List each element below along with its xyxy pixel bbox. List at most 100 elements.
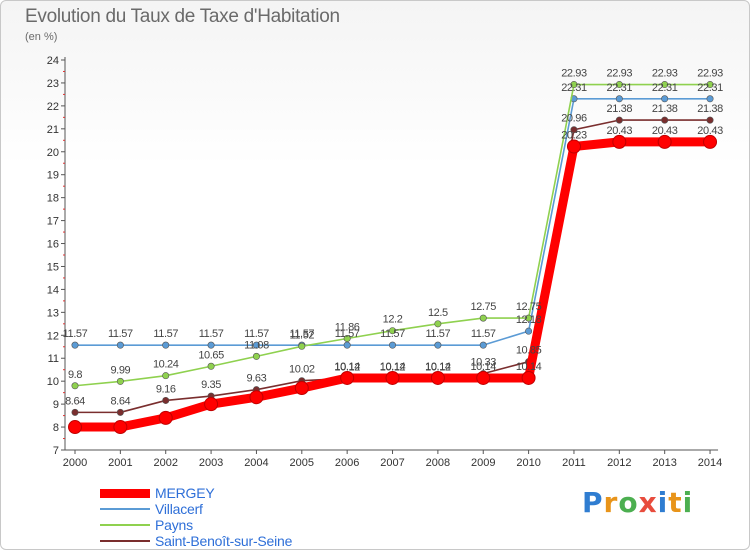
data-label-saint-beno-t-sur-seine: 10.12	[380, 361, 406, 373]
data-label-saint-beno-t-sur-seine: 8.64	[65, 395, 85, 407]
logo-letter: t	[668, 486, 683, 519]
data-point-villacerf	[434, 341, 442, 349]
y-tick-label: 16	[47, 239, 59, 251]
data-point-mergey	[566, 139, 581, 154]
data-label-mergey: 20.43	[652, 125, 678, 137]
data-label-payns: 11.08	[244, 339, 269, 351]
data-point-payns	[252, 352, 260, 360]
data-point-mergey	[703, 134, 718, 149]
data-point-payns	[661, 81, 669, 89]
legend-label: Saint-Benoît-sur-Seine	[155, 533, 293, 549]
proxiti-logo[interactable]: Proxiti	[582, 486, 693, 519]
data-point-payns	[343, 335, 351, 343]
logo-letter: o	[618, 486, 639, 519]
legend-swatch	[100, 540, 150, 542]
series-layer	[68, 81, 718, 435]
data-point-villacerf	[252, 341, 260, 349]
legend-label: MERGEY	[155, 485, 215, 501]
y-tick-label: 13	[47, 307, 59, 319]
logo-letter: x	[638, 486, 658, 519]
data-point-villacerf	[343, 341, 351, 349]
logo-letter: i	[657, 486, 669, 519]
legend-swatch	[100, 508, 150, 510]
data-point-mergey	[249, 390, 264, 405]
y-tick-label: 21	[47, 124, 59, 136]
data-label-mergey: 10.14	[516, 361, 542, 373]
y-tick-label: 22	[47, 101, 59, 113]
x-tick-label: 2006	[335, 457, 359, 469]
data-label-saint-beno-t-sur-seine: 8.64	[110, 395, 130, 407]
logo-letter: i	[682, 486, 694, 519]
y-tick-label: 24	[47, 55, 59, 67]
x-tick-label: 2011	[562, 457, 586, 469]
data-labels: 10.14 10.14 10.14 10.14 10.14 20.23 20.43 20.43…	[63, 68, 724, 408]
data-label-payns: 10.24	[153, 359, 179, 371]
x-tick-label: 2001	[108, 457, 132, 469]
data-label-payns: 12.2	[383, 314, 403, 326]
y-tick-label: 14	[47, 284, 59, 296]
data-point-mergey	[113, 420, 128, 435]
data-label-villacerf: 11.57	[426, 328, 451, 340]
x-tick-label: 2003	[199, 457, 223, 469]
data-label-saint-beno-t-sur-seine: 9.16	[156, 383, 176, 395]
logo-letter: r	[603, 486, 619, 519]
data-point-mergey	[657, 134, 672, 149]
legend-swatch	[100, 488, 150, 498]
y-tick-label: 10	[47, 376, 59, 388]
x-tick-label: 2004	[244, 457, 268, 469]
data-label-villacerf: 11.57	[289, 328, 314, 340]
data-point-mergey	[476, 370, 491, 385]
x-tick-label: 2005	[290, 457, 314, 469]
data-point-saint-beno-t-sur-seine	[162, 396, 170, 404]
x-tick-label: 2007	[380, 457, 404, 469]
data-point-villacerf	[71, 341, 79, 349]
chart-title: Evolution du Taux de Taxe d'Habitation	[25, 6, 340, 27]
legend-swatch	[100, 524, 150, 526]
legend-label: Payns	[155, 517, 193, 533]
data-point-payns	[706, 81, 714, 89]
data-label-villacerf: 12.18	[516, 314, 542, 326]
chart-unit-label: (en %)	[25, 31, 58, 43]
x-tick-label: 2002	[153, 457, 177, 469]
data-label-villacerf: 22.31	[652, 82, 678, 94]
data-label-mergey: 10.14	[334, 361, 360, 373]
data-label-saint-beno-t-sur-seine: 9.35	[201, 379, 221, 391]
data-point-payns	[570, 81, 578, 89]
data-label-saint-beno-t-sur-seine: 10.12	[334, 361, 360, 373]
data-point-payns	[389, 327, 397, 335]
data-label-saint-beno-t-sur-seine: 9.63	[247, 373, 267, 385]
y-tick-label: 12	[47, 330, 59, 342]
data-label-villacerf: 11.57	[153, 328, 178, 340]
data-point-mergey	[521, 370, 536, 385]
data-point-mergey	[430, 370, 445, 385]
data-label-saint-beno-t-sur-seine: 20.96	[561, 113, 587, 125]
data-label-villacerf: 11.57	[335, 328, 360, 340]
logo-letter: P	[582, 486, 604, 519]
line-chart: 7 8 9 10 11 12 13 14 15 16 17 18 19 20 21 22 23 24 2000 200…	[47, 55, 724, 469]
data-point-saint-beno-t-sur-seine	[706, 116, 714, 124]
data-label-villacerf: 11.57	[244, 328, 269, 340]
data-label-mergey: 20.43	[697, 125, 723, 137]
data-point-mergey	[204, 397, 219, 412]
data-label-saint-beno-t-sur-seine: 21.38	[652, 103, 678, 115]
data-label-payns: 12.75	[516, 301, 542, 313]
data-point-mergey	[68, 420, 82, 435]
data-point-villacerf	[479, 341, 487, 349]
data-label-mergey: 20.23	[561, 129, 587, 141]
data-point-villacerf	[162, 341, 170, 349]
data-label-payns: 12.75	[470, 301, 496, 313]
data-label-villacerf: 22.31	[697, 82, 723, 94]
data-point-mergey	[385, 370, 400, 385]
data-point-payns	[298, 342, 306, 350]
y-tick-label: 15	[47, 261, 59, 273]
x-tick-label: 2008	[426, 457, 450, 469]
data-point-saint-beno-t-sur-seine	[116, 408, 124, 416]
data-label-payns: 22.93	[561, 68, 587, 80]
y-tick-label: 18	[47, 193, 59, 205]
data-label-villacerf: 11.57	[471, 328, 496, 340]
data-point-saint-beno-t-sur-seine	[71, 408, 79, 416]
data-point-saint-beno-t-sur-seine	[570, 126, 578, 134]
data-label-villacerf: 11.57	[63, 328, 88, 340]
data-label-payns: 10.65	[198, 349, 224, 361]
data-point-payns	[116, 377, 124, 385]
